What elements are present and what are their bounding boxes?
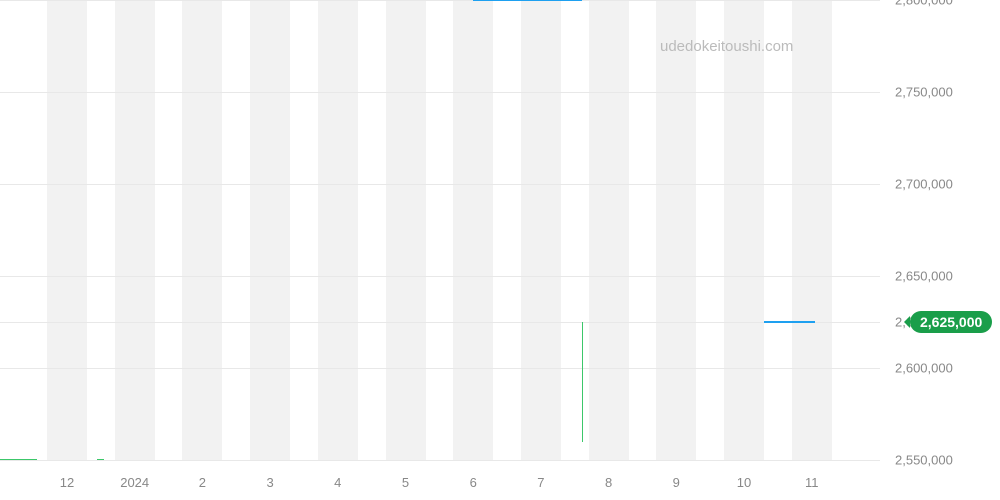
x-band bbox=[386, 0, 426, 460]
x-tick-label: 8 bbox=[605, 475, 612, 490]
plot-area bbox=[0, 0, 880, 460]
gridline bbox=[0, 92, 880, 93]
gridline bbox=[0, 368, 880, 369]
baseline-segment bbox=[0, 459, 37, 460]
x-tick-label: 12 bbox=[60, 475, 74, 490]
x-tick-label: 11 bbox=[805, 475, 819, 490]
x-band bbox=[47, 0, 87, 460]
x-tick-label: 6 bbox=[470, 475, 477, 490]
price-line-segment bbox=[473, 0, 581, 1]
x-tick-label: 2 bbox=[199, 475, 206, 490]
y-tick-label: 2,550,000 bbox=[895, 453, 953, 468]
y-tick-label: 2,700,000 bbox=[895, 177, 953, 192]
x-band bbox=[182, 0, 222, 460]
volume-spike bbox=[582, 322, 583, 442]
price-chart: 2,800,000 2,750,000 2,700,000 2,650,000 2,62… bbox=[0, 0, 1000, 500]
gridline bbox=[0, 322, 880, 323]
gridline bbox=[0, 0, 880, 1]
gridline bbox=[0, 276, 880, 277]
current-value-badge: 2,625,000 bbox=[910, 311, 992, 333]
x-tick-label: 2024 bbox=[120, 475, 149, 490]
y-tick-label: 2,600,000 bbox=[895, 361, 953, 376]
x-band bbox=[656, 0, 696, 460]
x-tick-label: 5 bbox=[402, 475, 409, 490]
baseline-segment bbox=[97, 459, 104, 460]
x-tick-label: 3 bbox=[266, 475, 273, 490]
x-band bbox=[589, 0, 629, 460]
y-tick-label: 2,800,000 bbox=[895, 0, 953, 8]
gridline bbox=[0, 460, 880, 461]
x-band bbox=[792, 0, 832, 460]
gridline bbox=[0, 184, 880, 185]
x-band bbox=[115, 0, 155, 460]
y-tick-label: 2,750,000 bbox=[895, 85, 953, 100]
x-band bbox=[724, 0, 764, 460]
y-tick-label: 2,650,000 bbox=[895, 269, 953, 284]
x-band bbox=[250, 0, 290, 460]
watermark-text: udedokeitoushi.com bbox=[660, 38, 793, 55]
x-band bbox=[318, 0, 358, 460]
x-tick-label: 4 bbox=[334, 475, 341, 490]
price-line-segment bbox=[764, 321, 815, 323]
x-tick-label: 10 bbox=[737, 475, 751, 490]
x-band bbox=[521, 0, 561, 460]
x-band bbox=[453, 0, 493, 460]
x-tick-label: 7 bbox=[537, 475, 544, 490]
x-tick-label: 9 bbox=[673, 475, 680, 490]
